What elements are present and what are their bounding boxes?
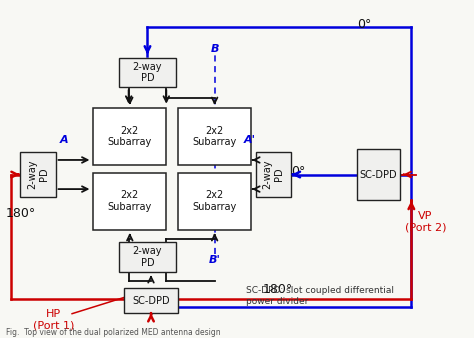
Text: 2-way
PD: 2-way PD <box>27 160 49 189</box>
Text: HP
(Port 1): HP (Port 1) <box>33 309 74 331</box>
Text: Fig.  Top view of the dual polarized MED antenna design: Fig. Top view of the dual polarized MED … <box>6 328 221 337</box>
Text: SC-DPD: SC-DPD <box>360 170 397 179</box>
Text: SC-DPD: SC-DPD <box>132 295 170 306</box>
Bar <box>119 58 176 87</box>
Text: 2-way
PD: 2-way PD <box>263 160 284 189</box>
Text: 2x2
Subarray: 2x2 Subarray <box>192 126 237 147</box>
Bar <box>357 149 400 200</box>
Text: SC-DPD: slot coupled differential
power divider: SC-DPD: slot coupled differential power … <box>246 286 394 306</box>
Text: 180°: 180° <box>263 283 293 296</box>
Bar <box>20 152 55 197</box>
Text: 0°: 0° <box>291 165 306 178</box>
Bar <box>93 173 166 230</box>
Bar <box>119 242 176 272</box>
Text: 2x2
Subarray: 2x2 Subarray <box>108 190 152 212</box>
Bar <box>178 108 251 165</box>
Text: A': A' <box>244 135 256 145</box>
Text: 2x2
Subarray: 2x2 Subarray <box>108 126 152 147</box>
Text: A: A <box>60 135 68 145</box>
Text: B': B' <box>209 255 221 265</box>
Text: VP
(Port 2): VP (Port 2) <box>405 211 446 232</box>
Text: 2-way
PD: 2-way PD <box>133 246 162 268</box>
Text: B: B <box>210 44 219 54</box>
Text: 180°: 180° <box>6 207 36 220</box>
Text: 2-way
PD: 2-way PD <box>133 62 162 83</box>
Bar <box>178 173 251 230</box>
Bar <box>124 288 178 313</box>
Bar <box>256 152 291 197</box>
Bar <box>93 108 166 165</box>
Text: 2x2
Subarray: 2x2 Subarray <box>192 190 237 212</box>
Text: 0°: 0° <box>357 18 372 30</box>
